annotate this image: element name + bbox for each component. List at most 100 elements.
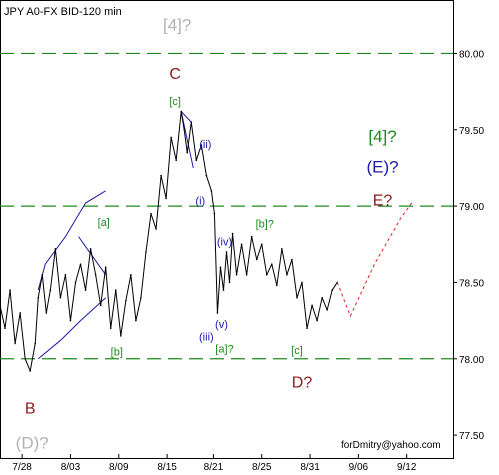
price-point: [245, 274, 248, 276]
price-point: [228, 281, 231, 284]
wave-label: D?: [292, 374, 313, 391]
price-point: [84, 289, 87, 291]
wave-labels: [4]?C[c](ii)(i)[4]?(E)?E?[b]?(iv)[a](v)(…: [16, 15, 399, 452]
channel-line-0: [37, 190, 106, 291]
price-point: [37, 296, 40, 299]
price-point: [183, 128, 186, 131]
price-point: [306, 327, 308, 330]
price-point: [255, 258, 258, 261]
x-tick-label: 8/15: [157, 462, 177, 473]
price-point: [219, 266, 222, 268]
price-point: [4, 327, 6, 330]
price-point: [260, 243, 263, 246]
price-point: [240, 243, 243, 246]
x-tick-label: 8/21: [204, 462, 224, 473]
price-point: [210, 190, 213, 192]
channel-line-3: [180, 111, 192, 123]
horizontal-levels: [0, 52, 453, 360]
wave-label: [b]: [111, 347, 123, 359]
price-point: [125, 299, 127, 302]
price-point: [145, 251, 147, 253]
wave-label: (E)?: [366, 157, 398, 176]
wave-label: (iii): [199, 331, 214, 343]
wave-label: C: [169, 66, 181, 83]
price-point: [49, 289, 52, 291]
price-point: [79, 263, 82, 265]
wave-label: [b]?: [256, 218, 274, 230]
price-point: [190, 121, 193, 123]
projection-line: [336, 201, 414, 318]
wave-label: [4]?: [368, 127, 396, 146]
price-point: [195, 159, 198, 162]
wave-label: [a]?: [215, 344, 233, 356]
price-point: [120, 335, 122, 337]
price-point: [311, 304, 313, 307]
price-series: [0, 110, 339, 372]
price-point: [213, 212, 216, 215]
price-point: [140, 296, 142, 299]
price-point: [222, 289, 225, 291]
wave-label: (D)?: [16, 434, 49, 453]
price-point: [0, 304, 1, 307]
price-point: [235, 274, 238, 276]
y-tick-label: 78.00: [459, 355, 484, 366]
wave-label: [4]?: [163, 15, 191, 34]
price-point: [250, 235, 253, 238]
price-point: [165, 197, 167, 200]
y-axis: 80.00 79.50 79.00 78.50 78.00 77.50: [453, 49, 484, 442]
x-tick-label: 8/03: [61, 462, 81, 473]
price-point: [94, 274, 97, 276]
price-point: [200, 144, 203, 146]
price-point: [205, 174, 208, 177]
x-tick-label: 9/06: [349, 462, 369, 473]
price-point: [291, 258, 293, 261]
price-point: [64, 274, 67, 276]
wave-label: B: [25, 400, 36, 417]
wave-label: [c]: [169, 96, 181, 108]
wave-label: (i): [195, 195, 205, 207]
x-tick-label: 9/12: [397, 462, 417, 473]
price-point: [45, 312, 48, 314]
y-tick-label: 79.00: [459, 202, 484, 213]
y-tick-label: 80.00: [459, 49, 484, 60]
chart-title: JPY A0-FX BID-120 min: [4, 6, 122, 18]
price-point: [286, 274, 288, 276]
price-point: [170, 136, 172, 139]
y-tick-label: 77.50: [459, 431, 484, 442]
wave-label: (v): [215, 319, 228, 331]
price-point: [321, 296, 323, 299]
price-point: [104, 266, 107, 268]
wave-label: E?: [373, 193, 393, 210]
projection-path: [336, 201, 414, 318]
wave-label: (iv): [217, 237, 232, 249]
channel-line-1: [37, 297, 107, 360]
price-point: [160, 174, 162, 177]
price-point: [296, 296, 298, 299]
y-tick-label: 78.50: [459, 278, 484, 289]
x-axis: 7/28 8/03 8/09 8/15 8/21 8/25 8/31 9/06 9/12: [12, 454, 417, 473]
x-tick-label: 8/09: [109, 462, 129, 473]
price-point: [114, 289, 117, 291]
price-point: [316, 319, 318, 322]
price-point: [150, 212, 152, 215]
price-point: [180, 110, 182, 113]
wave-label: [a]: [98, 217, 110, 229]
price-point: [89, 248, 92, 250]
price-point: [130, 274, 132, 276]
price-point: [41, 274, 44, 276]
price-point: [186, 151, 189, 154]
x-tick-label: 7/28: [12, 462, 32, 473]
price-point: [271, 263, 273, 265]
price-point: [99, 304, 102, 307]
price-point: [216, 312, 219, 314]
price-point: [326, 309, 328, 311]
price-point: [301, 281, 303, 284]
x-tick-label: 8/31: [300, 462, 320, 473]
price-point: [19, 312, 21, 314]
price-point: [175, 159, 177, 162]
price-point: [14, 342, 16, 345]
price-point: [109, 327, 112, 330]
price-point: [331, 289, 334, 291]
